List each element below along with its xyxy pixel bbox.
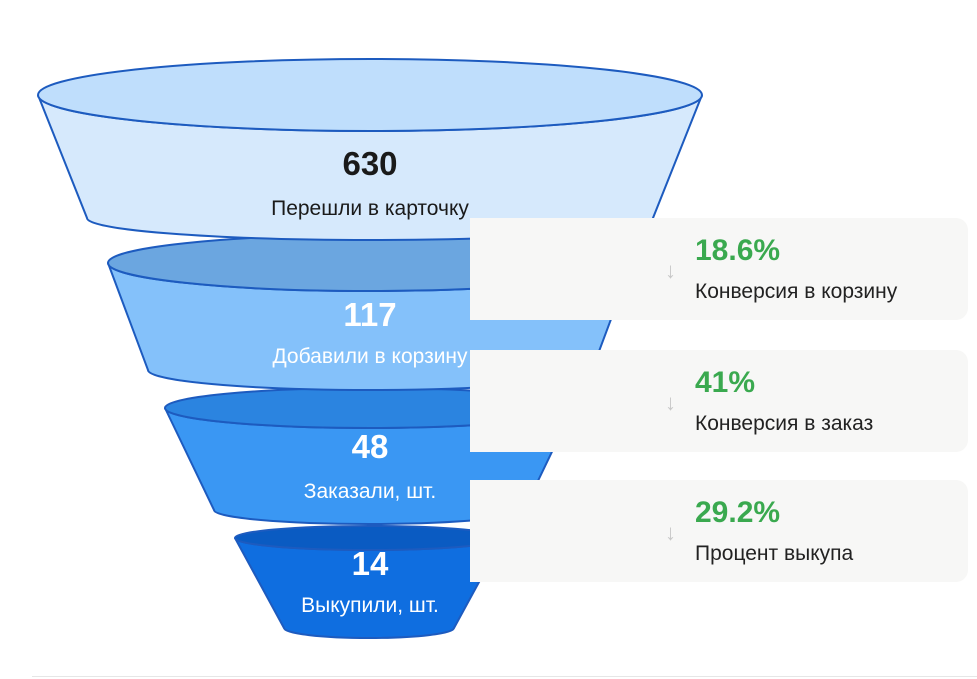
stage-value: 117 bbox=[343, 296, 397, 333]
arrow-down-icon: ↓ bbox=[665, 520, 676, 545]
conversion-label: Процент выкупа bbox=[695, 542, 854, 565]
bottom-divider bbox=[32, 676, 977, 677]
stage-value: 48 bbox=[351, 428, 389, 465]
stage-value: 630 bbox=[342, 145, 398, 182]
conversion-value: 18.6% bbox=[695, 234, 781, 267]
conversion-card-cart: ↓ 18.6% Конверсия в корзину bbox=[470, 218, 968, 320]
conversion-label: Конверсия в корзину bbox=[695, 280, 898, 303]
stage-label: Перешли в карточку bbox=[271, 197, 469, 220]
conversion-value: 29.2% bbox=[695, 496, 781, 529]
conversion-card-buyout: ↓ 29.2% Процент выкупа bbox=[470, 480, 968, 582]
funnel-stage-1-top bbox=[37, 58, 703, 132]
stage-value: 14 bbox=[351, 545, 389, 582]
conversion-label: Конверсия в заказ bbox=[695, 412, 874, 435]
arrow-down-icon: ↓ bbox=[665, 390, 676, 415]
stage-label: Выкупили, шт. bbox=[301, 594, 439, 617]
stage-label: Заказали, шт. bbox=[303, 480, 437, 503]
conversion-card-order: ↓ 41% Конверсия в заказ bbox=[470, 350, 968, 452]
stage-label: Добавили в корзину bbox=[272, 345, 468, 368]
arrow-down-icon: ↓ bbox=[665, 258, 676, 283]
conversion-value: 41% bbox=[695, 366, 756, 399]
